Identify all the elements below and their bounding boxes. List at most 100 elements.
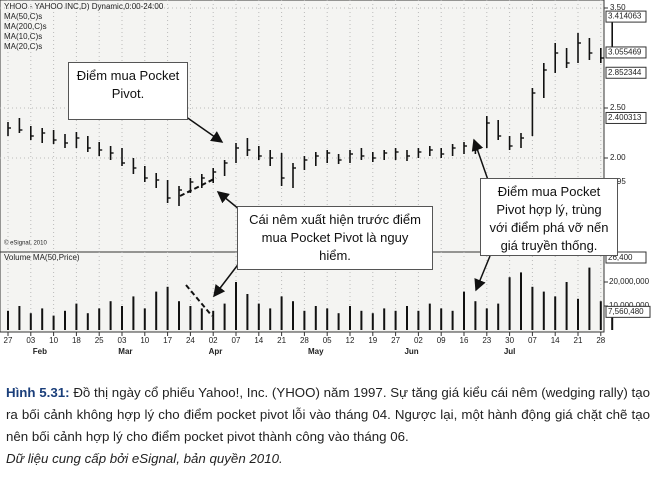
x-tick-label: 24 — [186, 336, 195, 345]
month-label: Feb — [33, 347, 47, 356]
ma-legend: MA(10,C)s — [4, 32, 42, 41]
y-tick-label: 20,000,000 — [609, 277, 650, 286]
volume-bar — [611, 308, 614, 330]
volume-bar — [463, 291, 465, 330]
x-tick-label: 07 — [528, 336, 537, 345]
volume-bar — [417, 310, 420, 330]
label-box — [605, 66, 647, 79]
volume-bar — [440, 308, 443, 330]
x-tick-label: 14 — [551, 336, 560, 345]
volume-bar — [588, 267, 591, 330]
x-tick-label: 25 — [95, 336, 104, 345]
volume-bar — [520, 272, 522, 330]
label-box — [605, 305, 651, 318]
volume-bar — [542, 291, 545, 330]
volume-bar — [360, 310, 363, 330]
caption-label: Hình 5.31: — [6, 385, 70, 400]
x-tick-label: 02 — [209, 336, 218, 345]
volume-bar — [121, 306, 123, 330]
x-tick-label: 19 — [368, 336, 377, 345]
volume-bar — [508, 277, 511, 330]
chart: YHOO - YAHOO INC,D) Dynamic,0:00-24:00 M… — [0, 0, 651, 356]
x-tick-label: 05 — [323, 336, 332, 345]
volume-bar — [18, 306, 21, 330]
y-tick-label: 10,000,000 — [609, 301, 650, 310]
volume-bar — [497, 303, 500, 330]
x-tick-label: 21 — [574, 336, 583, 345]
y-tick-label: 2.50 — [610, 103, 626, 112]
volume-bar — [531, 286, 534, 330]
volume-bar — [337, 313, 340, 330]
volume-bar — [178, 301, 180, 330]
volume-bar — [132, 296, 135, 330]
x-tick-label: 02 — [414, 336, 423, 345]
volume-bar — [326, 308, 329, 330]
x-tick-label: 27 — [4, 336, 13, 345]
volume-bar — [383, 308, 386, 330]
x-tick-label: 27 — [391, 336, 400, 345]
volume-bar — [394, 310, 397, 330]
arrow — [474, 255, 491, 292]
volume-bar — [280, 296, 283, 330]
chart-title: YHOO - YAHOO INC,D) Dynamic,0:00-24:00 — [4, 2, 164, 11]
x-tick-label: 12 — [346, 336, 355, 345]
volume-title: Volume MA(50,Price) — [4, 253, 80, 262]
y-tick-label: 3.50 — [610, 3, 626, 12]
x-tick-label: 30 — [505, 336, 514, 345]
volume-bar — [143, 308, 146, 330]
arrow — [213, 261, 241, 298]
volume-bar — [109, 301, 112, 330]
arrow — [181, 113, 224, 143]
ma-legend: MA(20,C)s — [4, 42, 42, 51]
month-label: Jun — [404, 347, 418, 356]
x-tick-label: 07 — [232, 336, 241, 345]
credit: © eSignal, 2010 — [4, 240, 47, 247]
ma-legend: MA(200,C)s — [4, 22, 47, 31]
wedge-line — [179, 177, 217, 197]
last-value-label: 2.400313 — [608, 113, 642, 122]
callout: Cái nêm xuất hiện trước điểm mua Pocket … — [237, 206, 433, 270]
volume-bar — [554, 296, 557, 330]
volume-bar — [577, 298, 579, 330]
volume-bar — [98, 308, 101, 330]
volume-bar — [223, 303, 226, 330]
x-tick-label: 16 — [460, 336, 469, 345]
month-label: Jul — [504, 347, 516, 356]
volume-bar — [235, 282, 237, 330]
x-tick-label: 03 — [26, 336, 35, 345]
volume-box-label: 26,400 — [608, 253, 633, 262]
caption-text: Đồ thị ngày cổ phiếu Yahoo!, Inc. (YHOO)… — [6, 385, 650, 444]
volume-bar — [292, 301, 294, 330]
x-tick-label: 03 — [118, 336, 127, 345]
volume-bar — [200, 308, 203, 330]
x-tick-label: 17 — [163, 336, 172, 345]
volume-bar — [166, 286, 169, 330]
volume-bar — [485, 308, 488, 330]
x-tick-label: 14 — [254, 336, 263, 345]
x-tick-label: 28 — [596, 336, 605, 345]
volume-bar — [155, 291, 158, 330]
volume-bar — [474, 301, 477, 330]
ma-legend: MA(50,C)s — [4, 12, 42, 21]
month-label: May — [308, 347, 324, 356]
volume-bar — [7, 310, 9, 330]
label-box — [605, 111, 647, 124]
y-tick-label: 2.00 — [610, 153, 626, 162]
volume-bar — [314, 306, 317, 330]
caption-source: Dữ liệu cung cấp bởi eSignal, bản quyền … — [6, 451, 283, 466]
volume-bar — [41, 308, 44, 330]
x-tick-label: 23 — [482, 336, 491, 345]
volume-bar — [212, 310, 215, 330]
volume-bar — [29, 313, 32, 330]
label-box — [605, 251, 647, 264]
volume-bar — [189, 306, 192, 330]
caption: Hình 5.31: Đồ thị ngày cổ phiếu Yahoo!, … — [6, 382, 650, 470]
volume-bar — [52, 315, 55, 330]
volume-bar — [303, 310, 306, 330]
volume-bar — [371, 313, 374, 330]
last-value-label: 3.414063 — [608, 12, 642, 21]
x-tick-label: 10 — [140, 336, 149, 345]
month-label: Apr — [209, 347, 223, 356]
volume-bar — [246, 294, 249, 330]
